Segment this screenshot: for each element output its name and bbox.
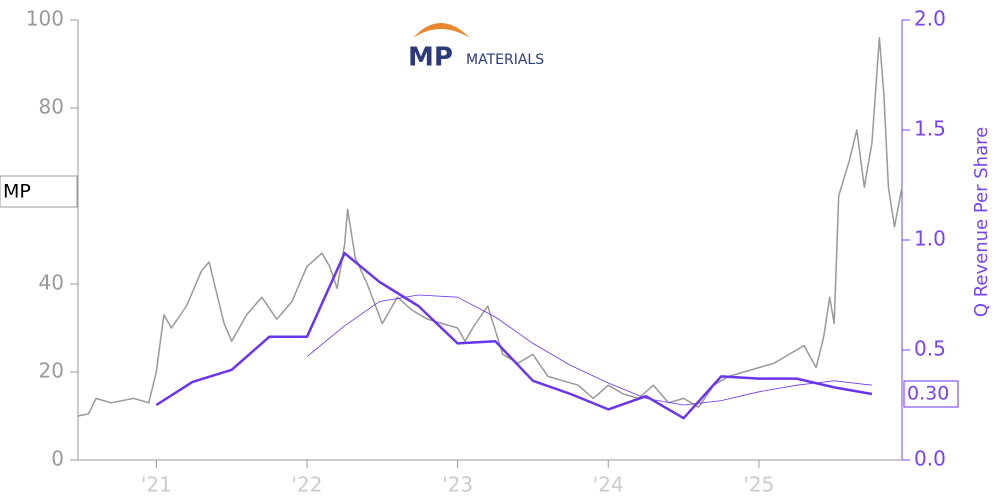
y-tick-label: 80: [39, 95, 64, 119]
series-label: MP: [3, 181, 31, 203]
y-tick-label: 0: [51, 447, 64, 471]
y2-tick-label: 2.0: [914, 7, 946, 31]
x-tick-label: '23: [442, 473, 473, 497]
x-tick-label: '21: [141, 473, 172, 497]
series-label-box: [0, 175, 78, 208]
y-tick-label: 20: [39, 359, 64, 383]
series-line: [155, 251, 873, 420]
x-tick-label: '22: [291, 473, 322, 497]
logo-arc: [413, 23, 470, 38]
y-tick-label: 100: [26, 7, 64, 31]
y2-axis-label: Q Revenue Per Share: [971, 127, 992, 317]
y2-tick-label: 1.5: [914, 117, 946, 141]
logo-mark: MP: [408, 43, 453, 73]
y2-tick-label: 0.5: [914, 337, 946, 361]
series-line: [77, 36, 903, 417]
series-line: [306, 294, 872, 406]
logo-text: MATERIALS: [466, 52, 544, 68]
value-label-box: [903, 380, 959, 408]
y-tick-label: 40: [39, 271, 64, 295]
value-label: 0.30: [907, 383, 949, 405]
x-tick-label: '24: [593, 473, 624, 497]
y2-tick-label: 1.0: [914, 227, 946, 251]
x-tick-label: '25: [743, 473, 774, 497]
y2-tick-label: 0.0: [914, 447, 946, 471]
